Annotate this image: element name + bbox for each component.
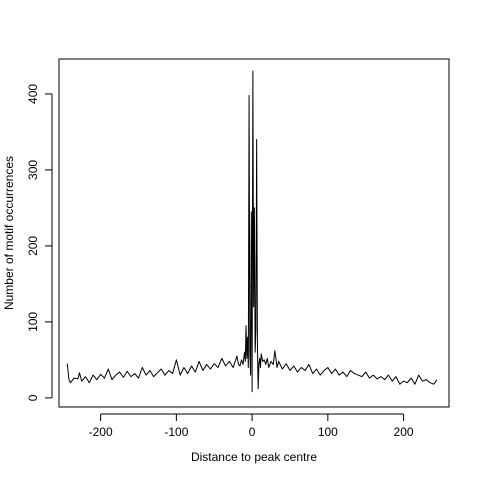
x-axis: -200 -100 0 100 200 [89,413,414,439]
series-layer [66,70,438,393]
x-tick-label: 100 [318,425,338,439]
y-tick-label: 400 [26,84,40,104]
y-tick-label: 200 [26,236,40,256]
x-tick-label: 200 [394,425,414,439]
y-tick-label: 300 [26,160,40,180]
x-tick-label: -100 [164,425,188,439]
y-tick-label: 0 [26,394,40,401]
y-axis-title: Number of motif occurrences [2,156,16,310]
x-axis-title: Distance to peak centre [191,450,317,464]
plot-frame [58,58,450,408]
series-line [66,70,438,393]
y-axis: 0 100 200 300 400 [26,84,53,401]
x-tick-label: -200 [89,425,113,439]
y-tick-label: 100 [26,312,40,332]
x-tick-label: 0 [249,425,256,439]
